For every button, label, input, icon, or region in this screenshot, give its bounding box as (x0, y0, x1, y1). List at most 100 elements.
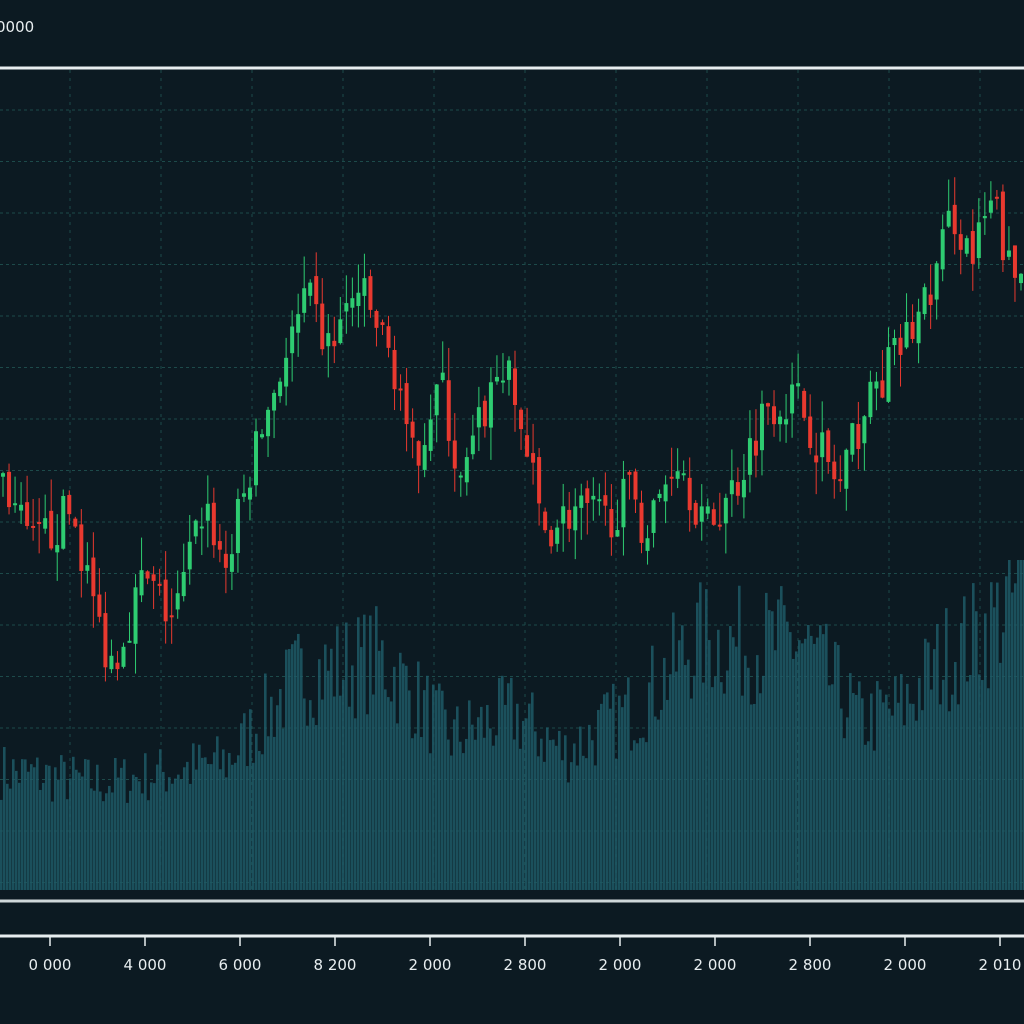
candle-body (145, 571, 150, 579)
volume-bar (597, 709, 600, 890)
volume-bar (873, 750, 876, 890)
volume-bar (468, 700, 471, 890)
candle-body (735, 482, 740, 496)
candle-body (874, 381, 879, 389)
volume-bar (948, 711, 951, 890)
volume-bar (432, 684, 435, 890)
volume-bar (990, 582, 993, 890)
volume-bar (441, 690, 444, 890)
volume-bar (216, 736, 219, 890)
volume-bar (330, 648, 333, 890)
candle-body (464, 457, 469, 483)
candle-body (211, 502, 216, 546)
candle-body (139, 570, 144, 596)
volume-bar (312, 717, 315, 890)
volume-bar (735, 646, 738, 890)
candle-body (705, 506, 710, 514)
candle-body (850, 423, 855, 455)
volume-bar (753, 703, 756, 890)
candle-body (241, 493, 246, 497)
candle-body (338, 319, 343, 344)
candle-body (476, 407, 481, 428)
candle-body (169, 615, 174, 618)
volume-bar (999, 662, 1002, 890)
volume-bar (240, 723, 243, 890)
candle-body (374, 311, 379, 328)
candle-body (555, 527, 560, 544)
volume-bar (429, 753, 432, 890)
candle-body (37, 521, 42, 524)
volume-bar (891, 715, 894, 890)
volume-bar (324, 644, 327, 890)
volume-bar (783, 605, 786, 890)
volume-bar (603, 694, 606, 890)
volume-bar (498, 678, 501, 890)
candle-body (494, 376, 499, 382)
volume-bar (1011, 592, 1014, 890)
candle-body (482, 400, 487, 427)
volume-bar (654, 716, 657, 890)
volume-bar (621, 707, 624, 890)
candle-body (573, 506, 578, 531)
candle-body (844, 449, 849, 489)
candle-body (699, 506, 704, 522)
volume-bar (765, 592, 768, 890)
volume-bar (237, 755, 240, 890)
candle-body (356, 292, 361, 307)
volume-bar (516, 703, 519, 890)
volume-bar (264, 673, 267, 890)
volume-bar (387, 697, 390, 890)
volume-bar (198, 744, 201, 890)
volume-bar (270, 696, 273, 890)
candle-body (675, 471, 680, 479)
candle-body (380, 322, 385, 325)
volume-bar (417, 661, 420, 890)
candle-body (904, 322, 909, 348)
candle-body (663, 484, 668, 502)
volume-bar (678, 640, 681, 890)
volume-bar (372, 694, 375, 890)
candle-body (567, 509, 572, 529)
volume-bar (480, 706, 483, 890)
volume-bar (885, 694, 888, 890)
volume-bar (486, 705, 489, 890)
candle-body (91, 557, 96, 597)
volume-bar (201, 757, 204, 890)
candle-body (820, 432, 825, 458)
volume-bar (144, 753, 147, 890)
volume-bar (837, 645, 840, 890)
volume-bar (315, 725, 318, 890)
volume-bar (339, 695, 342, 890)
volume-bar (207, 763, 210, 890)
x-tick-label: 2 000 (409, 956, 452, 974)
candle-body (103, 613, 108, 668)
volume-bar (489, 728, 492, 890)
candle-body (7, 471, 12, 508)
volume-bar (936, 623, 939, 890)
candle-body (880, 380, 885, 398)
candle-body (1012, 245, 1017, 278)
volume-bar (519, 748, 522, 890)
volume-bar (942, 679, 945, 890)
candle-body (506, 360, 511, 380)
volume-bar (444, 709, 447, 890)
volume-bar (282, 728, 285, 890)
volume-bar (840, 708, 843, 890)
volume-bars (0, 560, 1024, 890)
volume-bar (87, 759, 90, 890)
volume-bar (234, 762, 237, 890)
candle-body (278, 381, 283, 397)
x-tick-label: 2 800 (789, 956, 832, 974)
candle-body (416, 441, 421, 466)
volume-bar (996, 582, 999, 890)
candle-body (458, 475, 463, 478)
x-tick-label: 2 800 (504, 956, 547, 974)
volume-bar (954, 662, 957, 890)
volume-bar (672, 612, 675, 890)
volume-bar (333, 696, 336, 890)
volume-bar (69, 778, 72, 890)
volume-bar (30, 764, 33, 890)
volume-bar (1020, 560, 1023, 890)
volume-bar (180, 779, 183, 890)
volume-bar (348, 706, 351, 890)
